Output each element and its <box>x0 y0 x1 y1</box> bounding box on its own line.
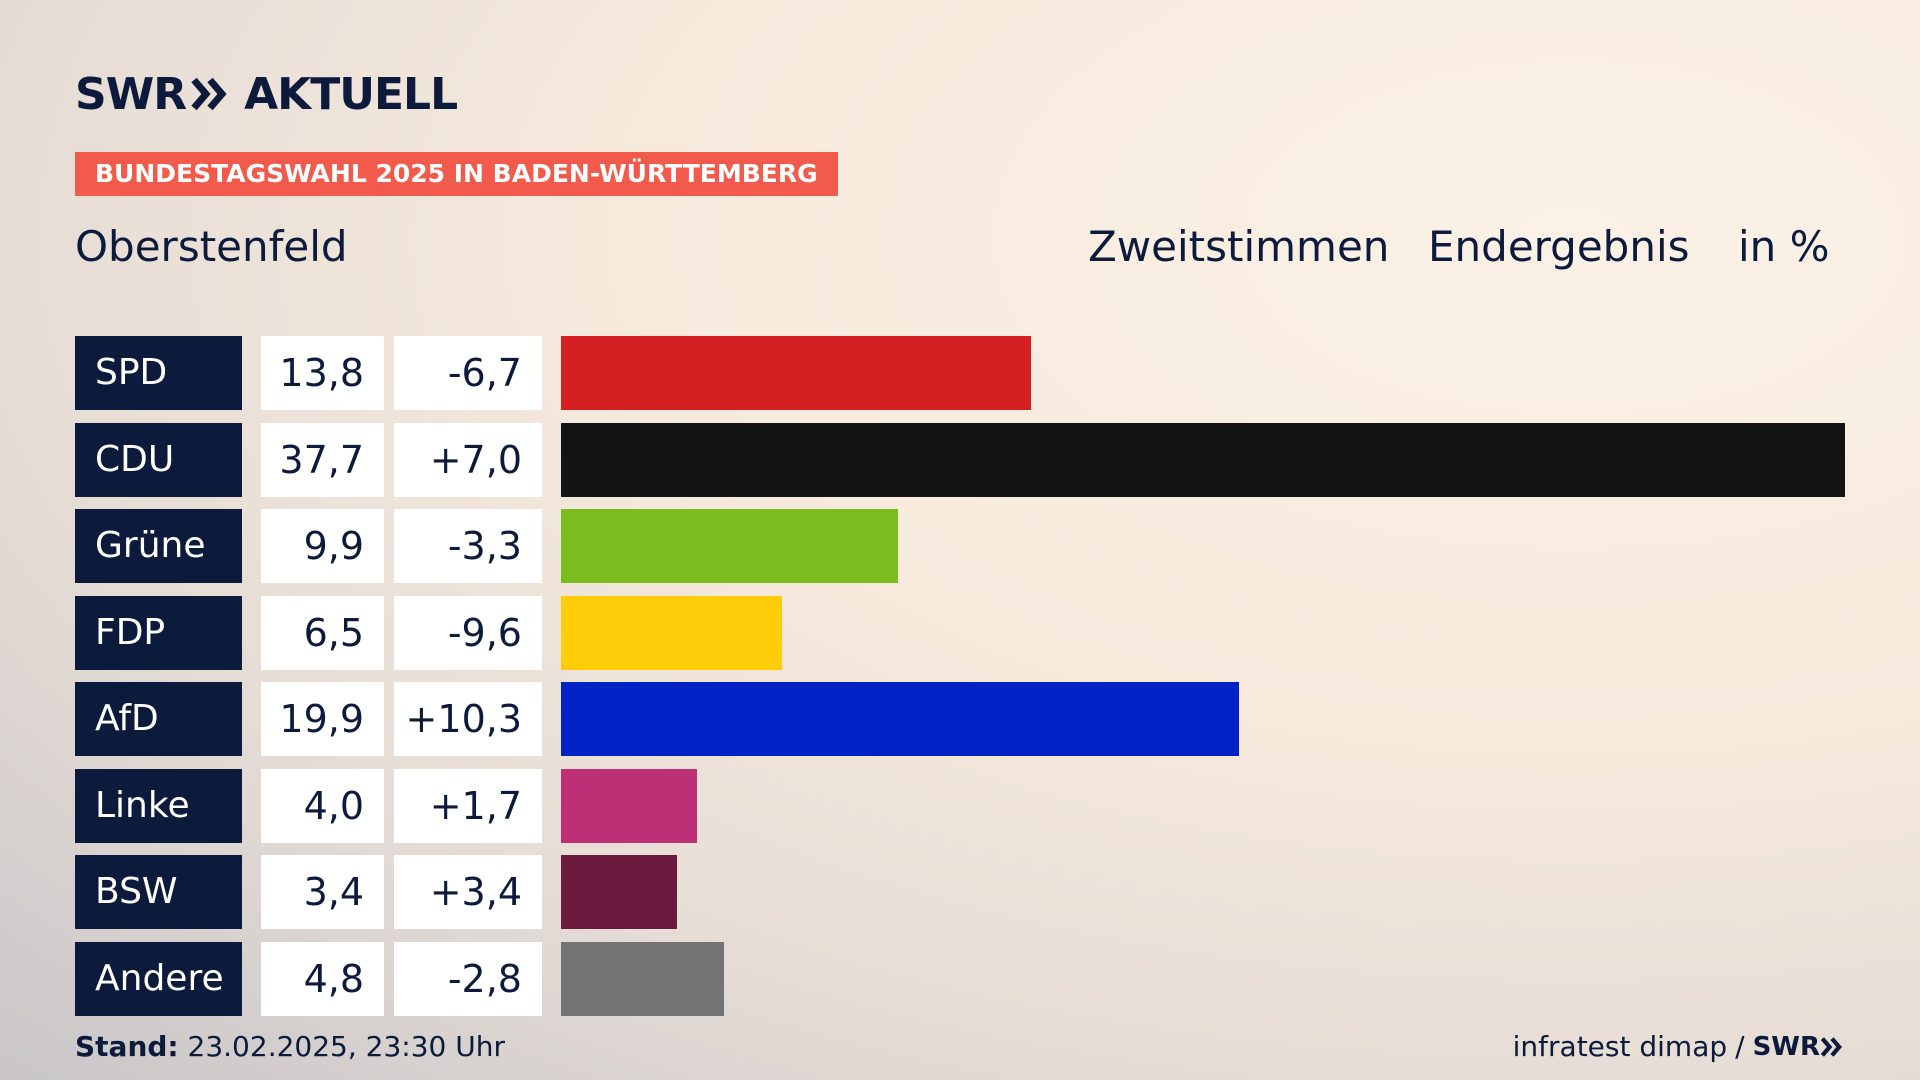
party-label: BSW <box>75 855 242 929</box>
result-row: AfD 19,9 +10,3 <box>0 682 1920 756</box>
result-bar <box>561 595 783 670</box>
result-bar <box>561 941 725 1016</box>
stand-value: 23.02.2025, 23:30 Uhr <box>187 1030 505 1063</box>
party-label: CDU <box>75 422 242 497</box>
vote-share-value: 4,8 <box>261 941 384 1016</box>
vote-type-label: Zweitstimmen <box>1088 222 1390 271</box>
region-title: Oberstenfeld <box>75 222 348 271</box>
logo-swr-text: SWR <box>75 68 187 120</box>
change-value: -3,3 <box>394 509 542 583</box>
result-bar <box>561 422 1845 497</box>
vote-share-value: 9,9 <box>261 509 384 583</box>
change-value: -9,6 <box>394 595 542 670</box>
source-text: infratest dimap <box>1512 1030 1728 1063</box>
change-value: +10,3 <box>394 682 542 756</box>
result-bar <box>561 768 698 843</box>
change-value: +3,4 <box>394 855 542 929</box>
swr-mini-logo-text: SWR <box>1752 1031 1820 1062</box>
result-status-label: Endergebnis <box>1428 222 1690 271</box>
change-value: +1,7 <box>394 768 542 843</box>
result-row: CDU 37,7 +7,0 <box>0 422 1920 497</box>
change-value: -2,8 <box>394 941 542 1016</box>
result-bar <box>561 682 1239 756</box>
change-value: -6,7 <box>394 336 542 410</box>
mini-chevron-icon <box>1820 1036 1842 1057</box>
result-row: Andere 4,8 -2,8 <box>0 941 1920 1016</box>
vote-share-value: 6,5 <box>261 595 384 670</box>
result-bar <box>561 336 1031 410</box>
logo-aktuell-text: AKTUELL <box>244 68 458 120</box>
result-row: BSW 3,4 +3,4 <box>0 855 1920 929</box>
source-separator: / <box>1735 1030 1745 1063</box>
result-bar <box>561 509 899 583</box>
party-label: Andere <box>75 941 242 1016</box>
vote-share-value: 3,4 <box>261 855 384 929</box>
party-label: SPD <box>75 336 242 410</box>
party-label: Linke <box>75 768 242 843</box>
result-bar <box>561 855 677 929</box>
party-label: Grüne <box>75 509 242 583</box>
result-row: SPD 13,8 -6,7 <box>0 336 1920 410</box>
party-label: FDP <box>75 595 242 670</box>
result-row: Linke 4,0 +1,7 <box>0 768 1920 843</box>
result-row: FDP 6,5 -9,6 <box>0 595 1920 670</box>
vote-share-value: 19,9 <box>261 682 384 756</box>
change-value: +7,0 <box>394 422 542 497</box>
source-credit: infratest dimap / SWR <box>1513 1030 1844 1063</box>
double-chevron-icon <box>190 76 230 112</box>
result-row: Grüne 9,9 -3,3 <box>0 509 1920 583</box>
unit-label: in % <box>1738 222 1830 271</box>
vote-share-value: 13,8 <box>261 336 384 410</box>
stand-label: Stand: <box>75 1030 179 1063</box>
swr-mini-logo: SWR <box>1753 1032 1844 1062</box>
swr-aktuell-logo: SWR AKTUELL <box>75 68 458 120</box>
timestamp: Stand: 23.02.2025, 23:30 Uhr <box>75 1030 505 1063</box>
topic-badge: BUNDESTAGSWAHL 2025 IN BADEN-WÜRTTEMBERG <box>75 152 838 196</box>
vote-share-value: 4,0 <box>261 768 384 843</box>
party-label: AfD <box>75 682 242 756</box>
vote-share-value: 37,7 <box>261 422 384 497</box>
